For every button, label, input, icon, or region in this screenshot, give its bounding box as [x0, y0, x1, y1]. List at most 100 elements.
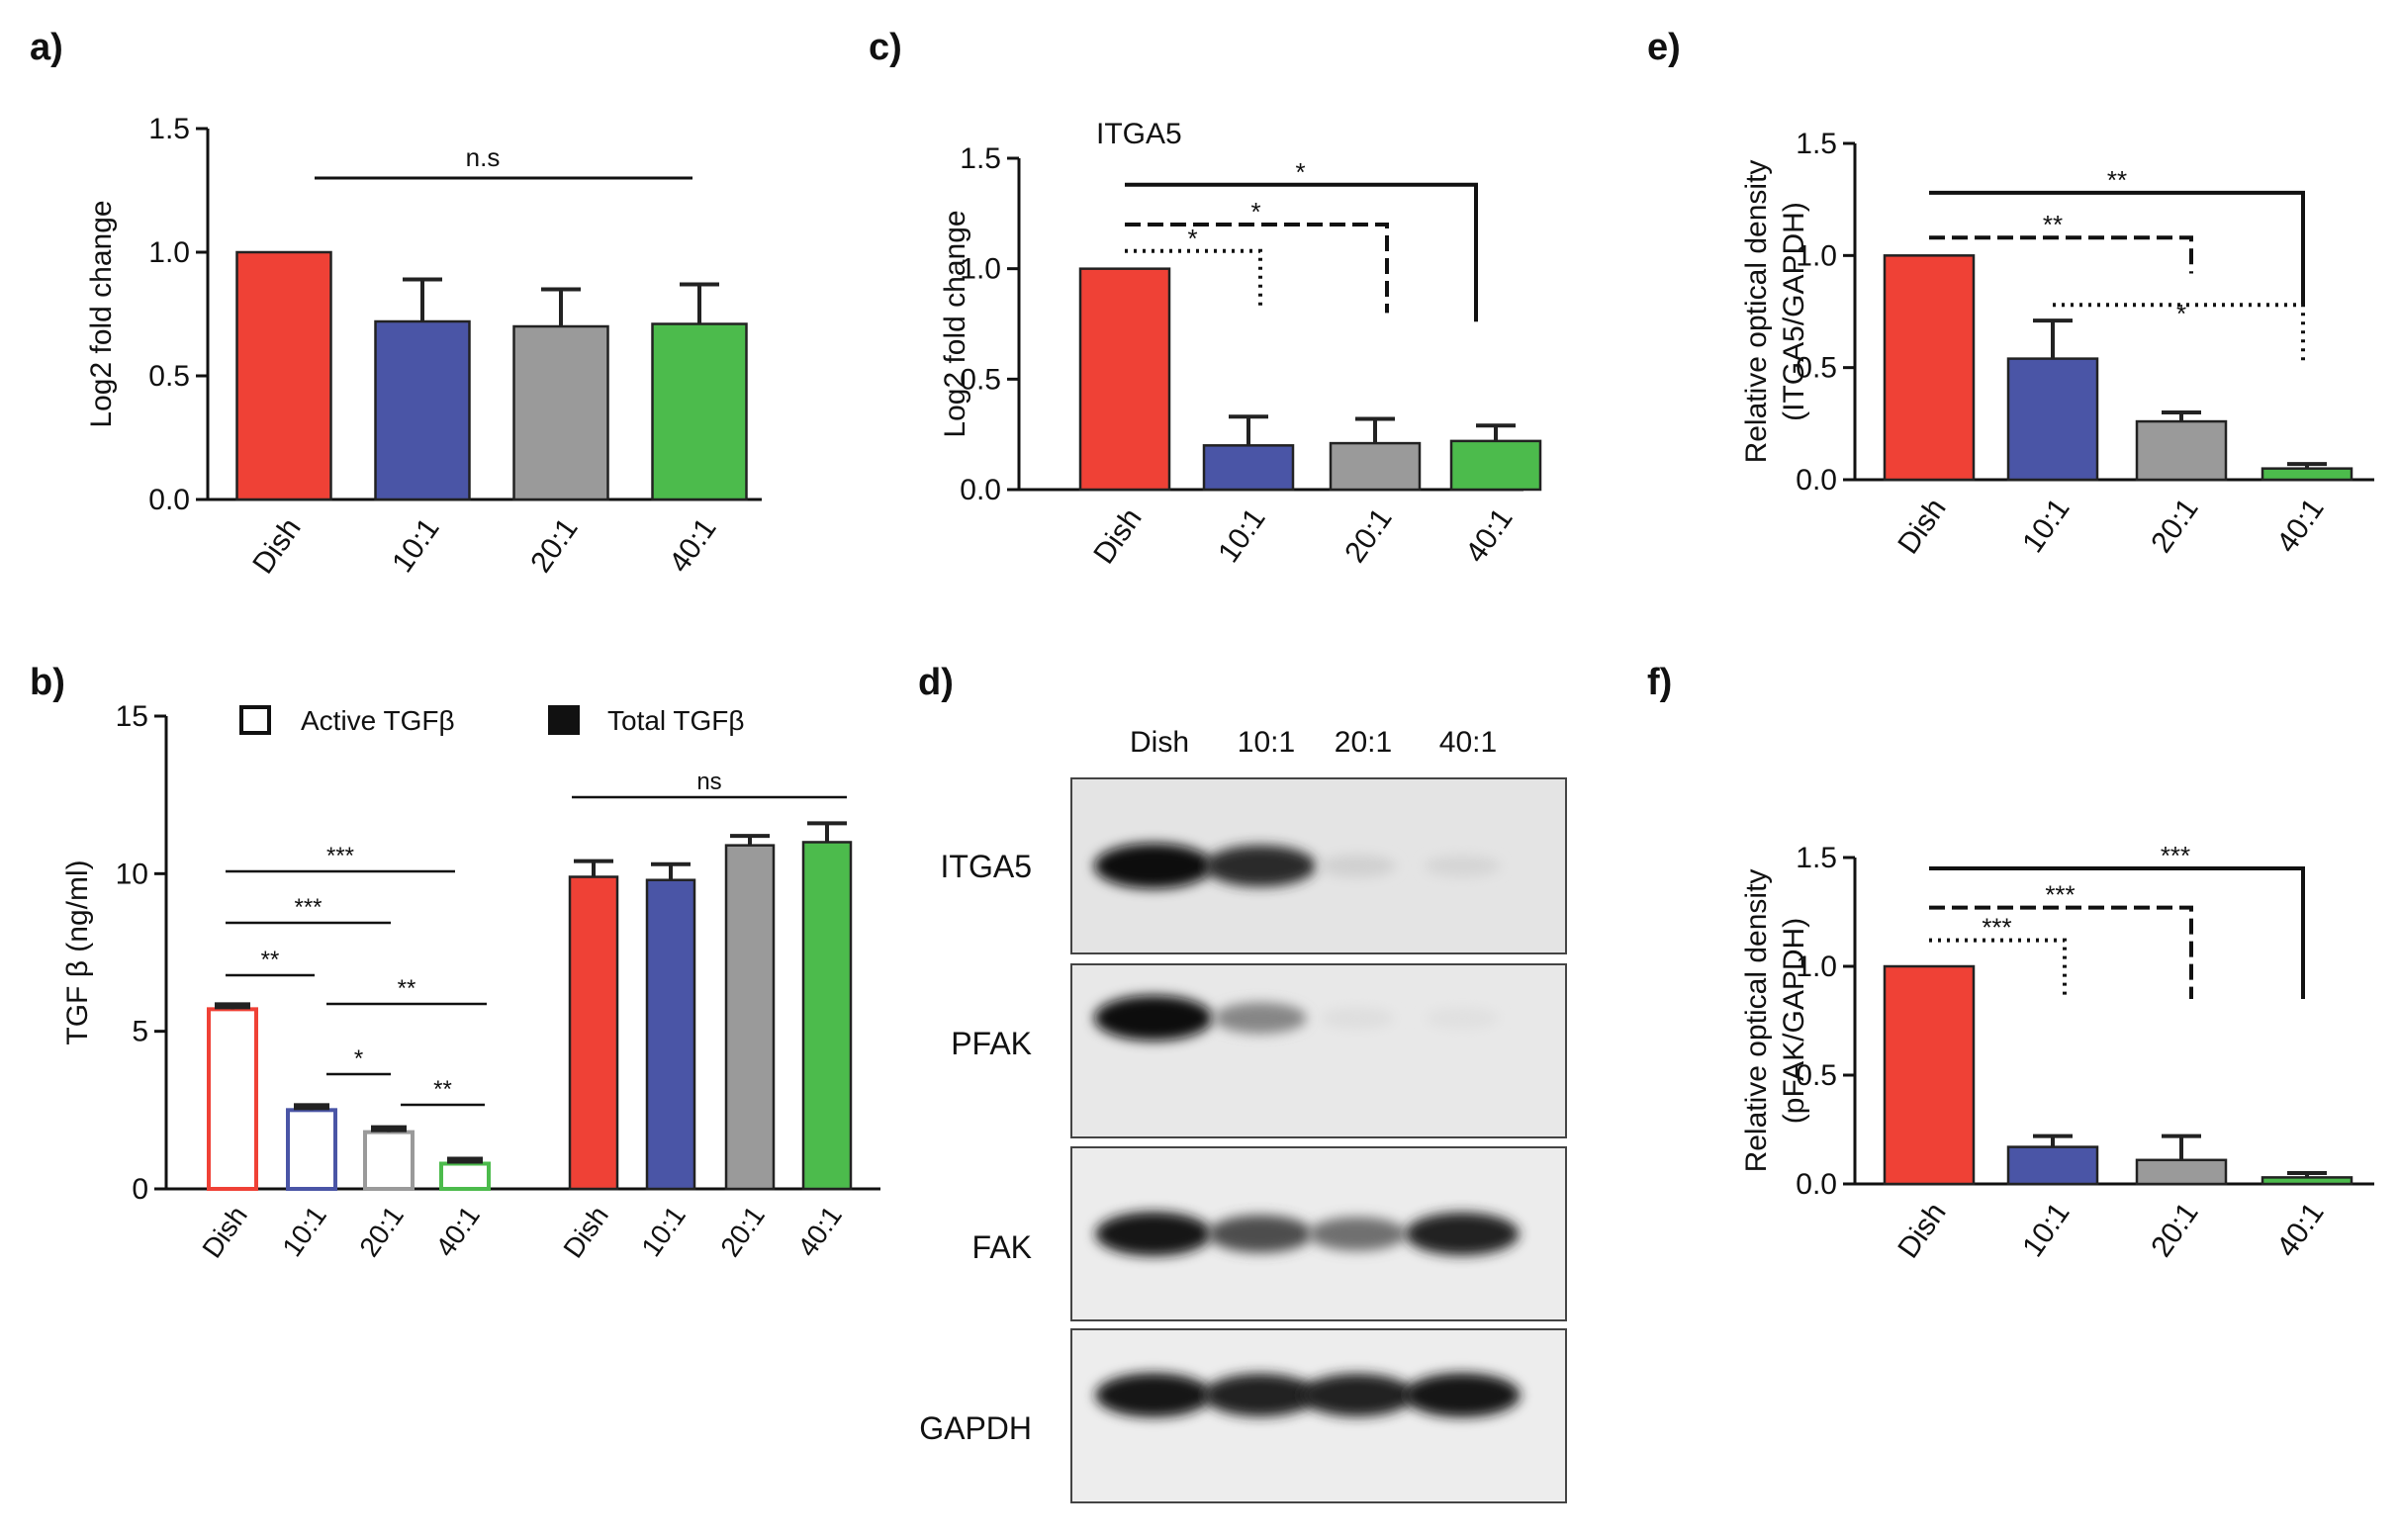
- y-tick-label: 1.0: [960, 253, 1001, 286]
- y-tick-label: 1.5: [1796, 128, 1837, 160]
- significance-bracket: [1929, 235, 2193, 274]
- significance-bracket: [1929, 938, 2067, 999]
- lane-label: 40:1: [1439, 726, 1497, 759]
- blot-band: [1300, 1373, 1415, 1417]
- legend-swatch-open: [239, 705, 271, 735]
- significance-label: *: [1250, 197, 1260, 226]
- bar: [568, 875, 619, 1191]
- blot-band: [1095, 1373, 1212, 1417]
- y-axis-label: Relative optical density: [1740, 869, 1773, 1173]
- western-blot-panel-d: Dish 10:1 20:1 40:1 ITGA5 PFAK FAK GAPDH: [919, 726, 1567, 1503]
- blot-row-label: GAPDH: [919, 1410, 1032, 1446]
- significance-bracket: [1929, 866, 2305, 999]
- y-axis-label-secondary: (ITGA5/GAPDH): [1778, 202, 1810, 421]
- bar: [207, 1007, 258, 1191]
- y-tick-label: 0.5: [960, 363, 1001, 396]
- bar: [2135, 1158, 2228, 1186]
- significance-label: ***: [2045, 880, 2075, 910]
- error-cap: [215, 1002, 250, 1010]
- y-tick-label: 5: [132, 1016, 148, 1048]
- blot-band: [1308, 1217, 1407, 1251]
- y-tick-label: 1.5: [1796, 842, 1837, 874]
- significance-bracket: [1929, 190, 2305, 306]
- y-axis-label: Relative optical density: [1740, 160, 1773, 464]
- bar: [645, 878, 696, 1191]
- significance-label: ***: [1982, 913, 2011, 943]
- blot-row-label: PFAK: [951, 1026, 1032, 1061]
- bar: [2135, 419, 2228, 482]
- significance-label: **: [433, 1076, 452, 1103]
- y-axis-label: Log2 fold change: [85, 200, 118, 427]
- panel-letter-e: e): [1647, 27, 1681, 68]
- bar: [724, 844, 776, 1191]
- bar: [235, 250, 332, 501]
- blot-row-label: ITGA5: [941, 849, 1032, 884]
- lane-label: Dish: [1130, 726, 1189, 759]
- y-axis-label: TGF β (ng/ml): [61, 860, 94, 1044]
- panel-letter-c: c): [869, 27, 902, 68]
- y-tick-label: 0.5: [148, 360, 190, 393]
- significance-label: ***: [2161, 841, 2190, 870]
- significance-label: *: [1295, 157, 1305, 187]
- y-tick-label: 15: [116, 700, 148, 733]
- bar: [1202, 444, 1295, 492]
- significance-bracket: [1125, 248, 1262, 307]
- blot-band: [1204, 845, 1317, 887]
- bar: [1883, 964, 1976, 1186]
- y-axis-label-secondary: (pFAK/GAPDH): [1778, 918, 1810, 1124]
- significance-label: *: [2176, 299, 2186, 328]
- blot-band: [1094, 843, 1213, 889]
- bar: [2261, 1176, 2353, 1186]
- blot-band: [1094, 995, 1213, 1042]
- blot-band: [1214, 1002, 1307, 1035]
- y-tick-label: 1.0: [1796, 239, 1837, 272]
- significance-label: ns: [696, 769, 721, 795]
- significance-label: *: [1187, 224, 1197, 253]
- bar: [2261, 467, 2353, 482]
- bar: [512, 324, 609, 501]
- chart-title: ITGA5: [1096, 118, 1182, 150]
- y-tick-label: 1.0: [1796, 951, 1837, 983]
- legend-swatch-solid: [548, 705, 580, 735]
- blot-band: [1203, 1373, 1318, 1417]
- legend-label: Active TGFβ: [301, 705, 455, 736]
- significance-label: **: [2043, 210, 2063, 239]
- lane-label: 10:1: [1238, 726, 1295, 759]
- significance-label: **: [398, 975, 416, 1002]
- bar: [363, 1130, 415, 1192]
- blot-band: [1095, 1212, 1212, 1256]
- significance-bracket: [1929, 905, 2193, 999]
- blot-band: [1404, 1373, 1521, 1417]
- y-tick-label: 1.0: [148, 236, 190, 269]
- significance-label: ***: [326, 843, 354, 869]
- panel-letter-b: b): [30, 662, 65, 703]
- y-tick-label: 10: [116, 858, 148, 890]
- bar: [1078, 267, 1171, 492]
- panel-letter-a: a): [30, 27, 63, 68]
- y-tick-label: 0.0: [1796, 1168, 1837, 1201]
- y-tick-label: 0.5: [1796, 352, 1837, 385]
- bar: [2006, 357, 2099, 482]
- significance-bracket: [1125, 182, 1478, 322]
- blot-band: [1320, 1007, 1395, 1030]
- significance-label: n.s: [466, 142, 501, 172]
- bar: [651, 322, 748, 501]
- bar: [1883, 254, 1976, 482]
- blot-row-label: FAK: [972, 1229, 1032, 1265]
- blot-band: [1208, 1215, 1313, 1253]
- y-tick-label: 0.0: [1796, 464, 1837, 497]
- significance-bracket: [1125, 223, 1389, 314]
- significance-label: ***: [294, 894, 322, 921]
- blot-frame: [1070, 963, 1567, 1138]
- bar: [801, 841, 853, 1191]
- significance-label: **: [261, 947, 280, 973]
- bar: [439, 1161, 491, 1192]
- bar: [286, 1108, 337, 1192]
- lane-label: 20:1: [1335, 726, 1392, 759]
- y-tick-label: 0.0: [960, 474, 1001, 506]
- bar: [2006, 1145, 2099, 1186]
- y-tick-label: 0: [132, 1173, 148, 1206]
- y-tick-label: 0.0: [148, 484, 190, 516]
- blot-band: [1425, 1007, 1500, 1029]
